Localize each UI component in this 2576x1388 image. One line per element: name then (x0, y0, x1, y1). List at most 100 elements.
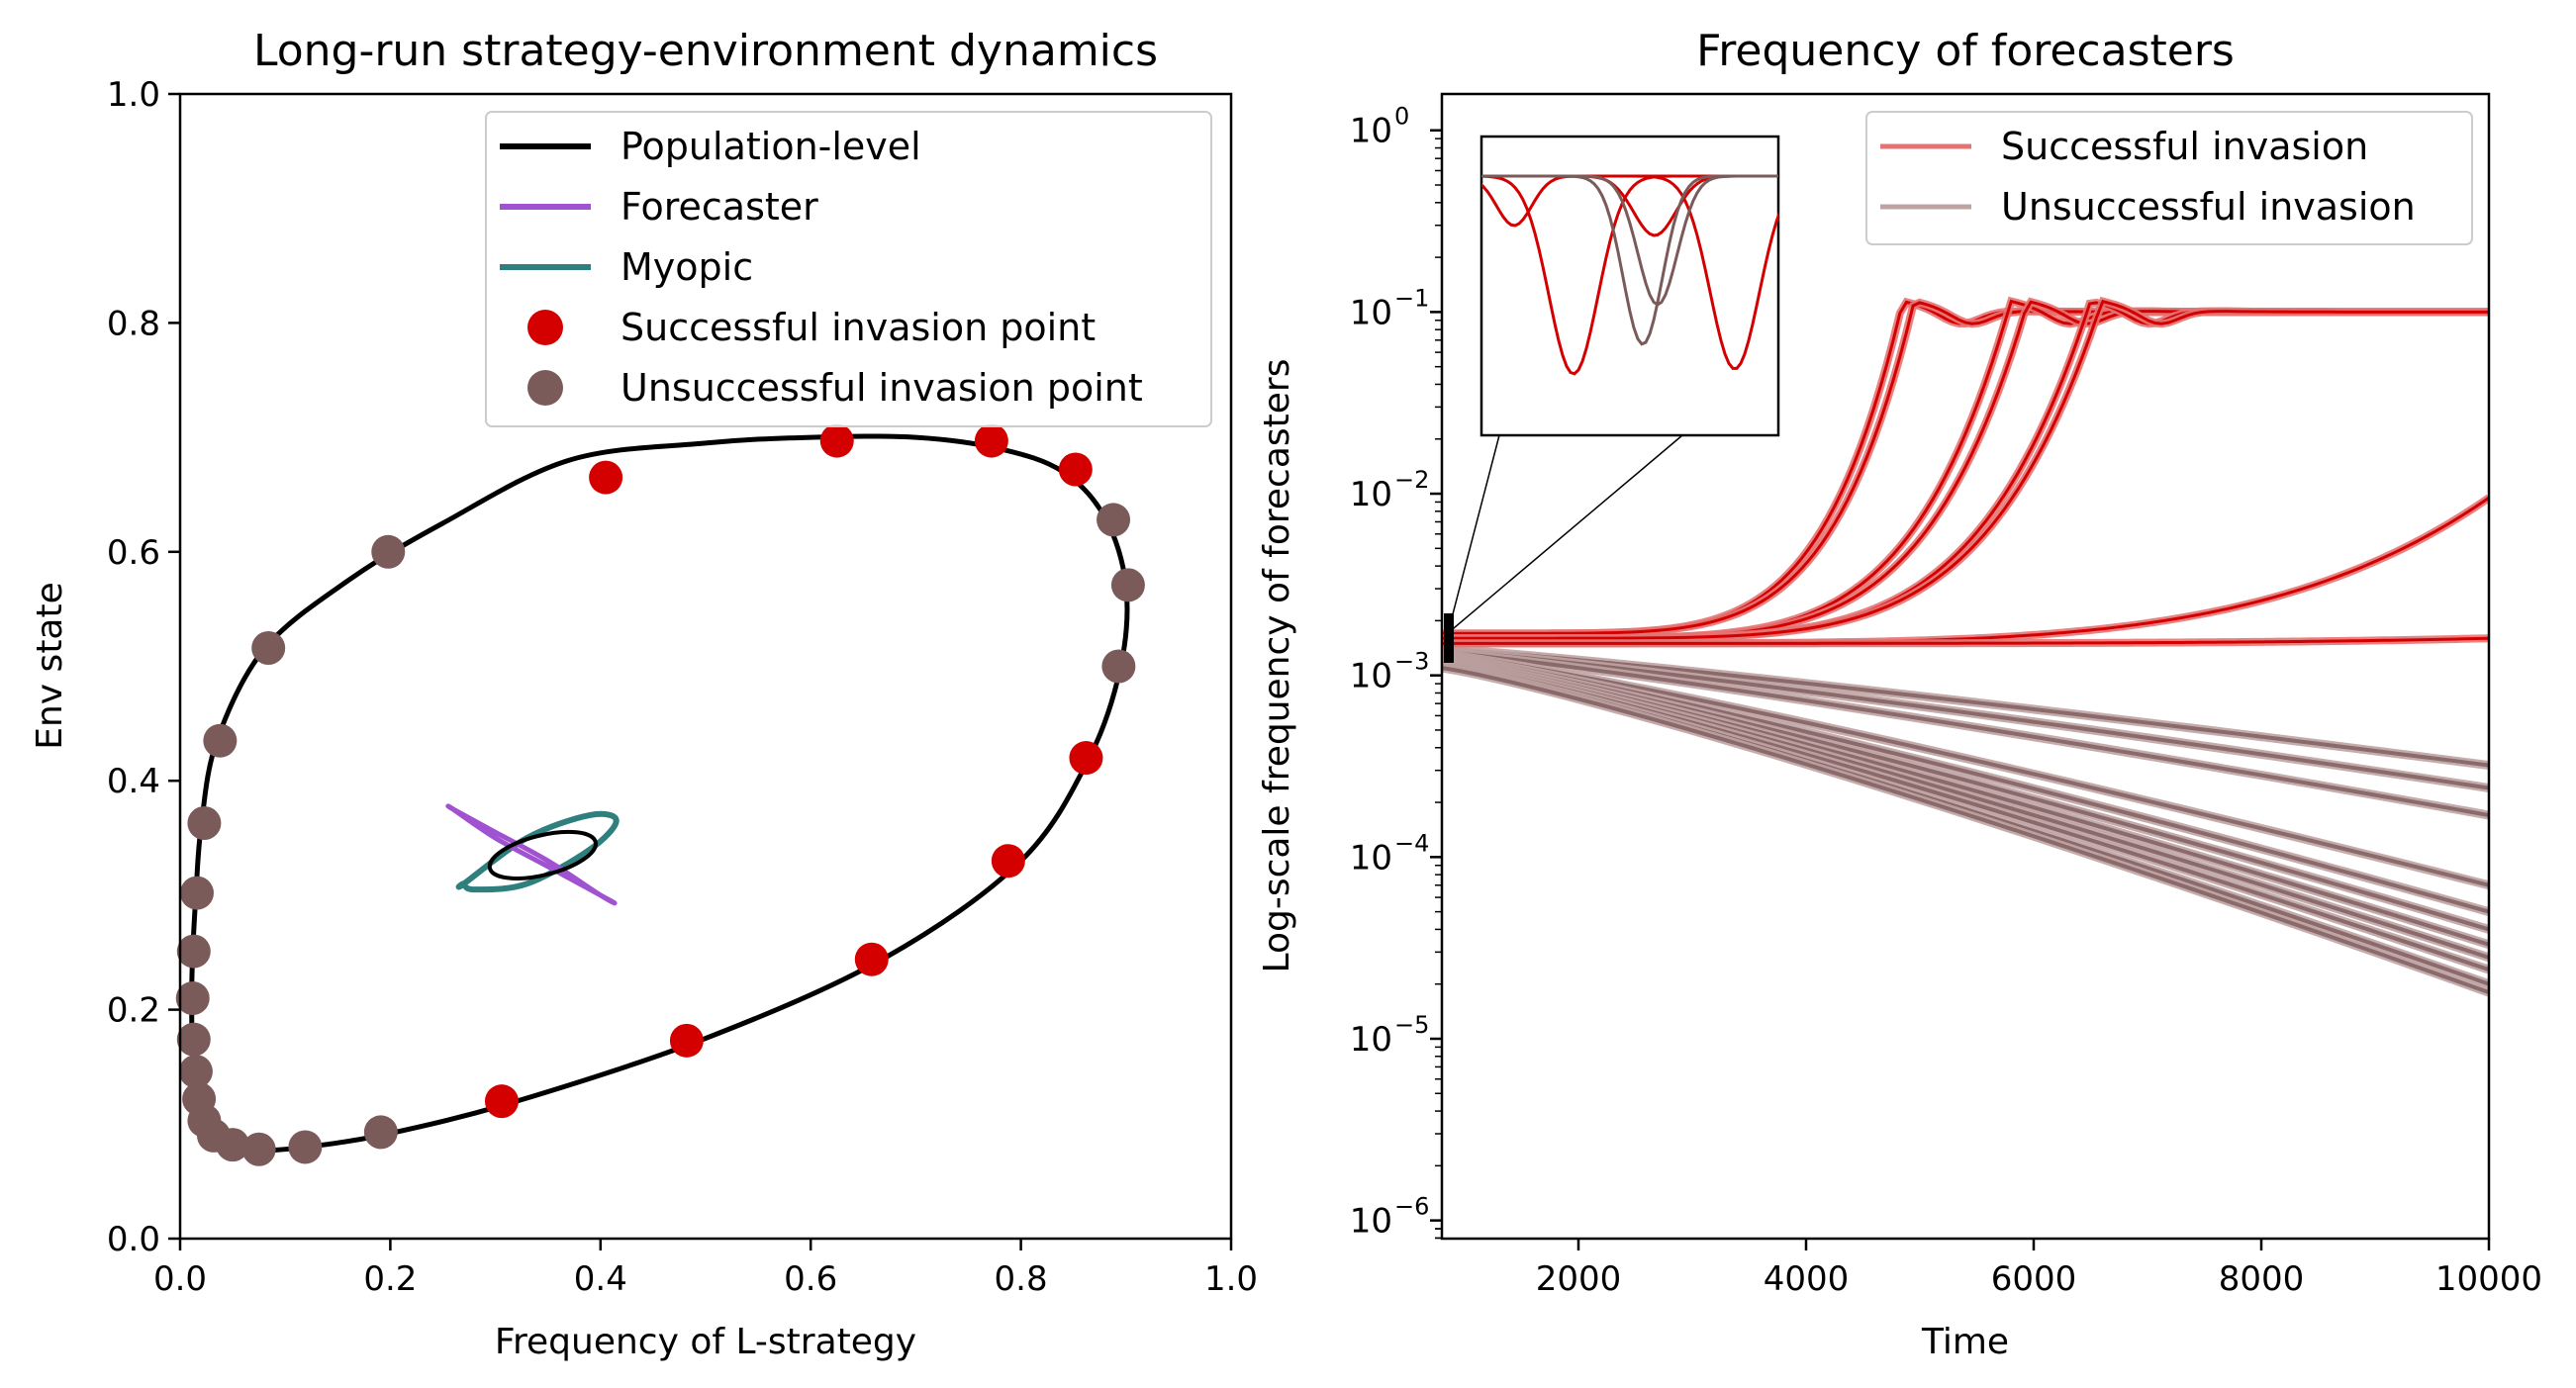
right-chart: Frequency of forecasters 2000 4000 6000 800… (1257, 26, 2542, 1362)
left-chart-title: Long-run strategy-environment dynamics (253, 26, 1158, 76)
right-y-tick-label: 10 (1350, 475, 1392, 514)
right-y-tick-label: 10 (1350, 293, 1392, 332)
successful-invasion-point (1058, 452, 1093, 487)
right-legend: Successful invasion Unsuccessful invasion (1865, 111, 2473, 245)
right-y-axis-label: Log-scale frequency of forecasters (1257, 359, 1297, 973)
left-chart: Long-run strategy-environment dynamics 0… (30, 26, 1258, 1362)
successful-invasion-curve-core (1442, 496, 2489, 645)
left-y-axis-label: Env state (30, 582, 70, 750)
unsuccessful-invasion-point (371, 534, 406, 569)
left-y-tick-label: 0.2 (107, 991, 160, 1031)
successful-invasion-point (1069, 741, 1103, 776)
inset-connector (1447, 434, 1683, 634)
left-legend-entry: Unsuccessful invasion point (620, 366, 1143, 410)
left-ticks: 0.00.0 0.2 0.2 0.4 0.4 0.6 0.6 0.8 0.8 1.0 1.0 (107, 75, 1258, 1299)
unsuccessful-invasion-curve-core (1442, 648, 2489, 790)
unsuccessful-invasion-curve-core (1442, 666, 2489, 994)
successful-invasion-point (819, 423, 854, 458)
unsuccessful-invasion-point (241, 1132, 276, 1166)
successful-invasion-point (991, 844, 1025, 879)
unsuccessful-invasion-point (216, 1128, 250, 1162)
unsuccessful-invasion-point (179, 876, 214, 910)
unsuccessful-invasion-point (288, 1130, 323, 1164)
left-axes-frame (178, 92, 1233, 1241)
right-y-tick-label: 10 (1350, 1020, 1392, 1060)
left-legend: Population-level Forecaster Myopic Successf… (485, 111, 1212, 427)
left-x-axis-label: Frequency of L-strategy (495, 1322, 916, 1362)
right-plot-area (1442, 296, 2489, 997)
right-y-tick-label: 10 (1350, 1202, 1392, 1242)
right-y-tick-label: 10 (1350, 838, 1392, 878)
successful-invasion-point (974, 423, 1008, 458)
left-x-tick-label: 1.0 (1204, 1259, 1258, 1299)
unsuccessful-invasion-point (203, 723, 238, 758)
right-x-tick-label: 2000 (1536, 1259, 1622, 1299)
unsuccessful-invasion-point (1110, 568, 1145, 602)
unsuccessful-invasion-point (363, 1115, 398, 1150)
right-legend-entry: Unsuccessful invasion (2001, 185, 2416, 229)
myopic-cycle (455, 810, 620, 893)
unsuccessful-invasion-curve-core (1442, 650, 2489, 817)
unsuccessful-invasion-point (1097, 503, 1131, 537)
right-y-tick-label: 10 (1350, 112, 1392, 151)
left-legend-box (485, 111, 1212, 427)
right-x-tick-label: 6000 (1991, 1259, 2077, 1299)
left-legend-entry: Successful invasion point (620, 306, 1096, 349)
right-legend-box (1865, 111, 2473, 245)
right-x-tick-label: 4000 (1764, 1259, 1850, 1299)
inset-source-marker (1444, 613, 1454, 663)
successful-invasion-point (589, 460, 623, 495)
successful-invasion-point (669, 1023, 704, 1058)
inset-unsuccessful-curve (1481, 174, 1778, 307)
left-y-tick-label: 1.0 (107, 75, 160, 115)
left-x-tick-label: 0.2 (363, 1259, 417, 1299)
right-y-tick-exponent: −2 (1394, 466, 1429, 494)
unsuccessful-invasion-point (1101, 649, 1136, 684)
unsuccessful-invasion-point (178, 1055, 213, 1089)
unsuccessful-invasion-curve-core (1442, 652, 2489, 887)
population-level-cycle (189, 433, 1130, 1154)
left-legend-dot-swatch (527, 370, 563, 406)
left-y-tick-label: 0.8 (107, 304, 160, 343)
left-x-tick-label: 0.4 (574, 1259, 627, 1299)
left-x-tick-label: 0.6 (784, 1259, 837, 1299)
unsuccessful-invasion-point (175, 981, 210, 1016)
successful-invasion-curve-core (1442, 636, 2489, 645)
right-chart-title: Frequency of forecasters (1696, 26, 2235, 76)
unsuccessful-invasion-point (251, 630, 286, 665)
right-y-tick-exponent: −3 (1394, 648, 1429, 676)
successful-invasion-curve-core (1442, 299, 2489, 640)
successful-invasion-point (484, 1084, 519, 1119)
unsuccessful-invasion-point (176, 1022, 211, 1057)
inset-zoom (1447, 135, 1780, 634)
inset-connector (1447, 434, 1500, 634)
right-y-tick-label: 10 (1350, 657, 1392, 696)
left-x-tick-label: 0.8 (995, 1259, 1048, 1299)
right-axes-frame (1440, 92, 2491, 1241)
unsuccessful-invasion-point (187, 806, 222, 841)
right-y-tick-exponent: −6 (1394, 1193, 1429, 1221)
unsuccessful-invasion-point (176, 934, 211, 969)
right-x-tick-label: 8000 (2219, 1259, 2305, 1299)
population-inner-cycle (487, 829, 598, 880)
left-x-tick-label: 0.0 (153, 1259, 207, 1299)
right-y-tick-exponent: −5 (1394, 1011, 1429, 1039)
left-y-tick-label: 0.6 (107, 533, 160, 573)
left-plot-area (175, 423, 1145, 1166)
right-y-tick-exponent: 0 (1394, 103, 1409, 131)
left-legend-dot-swatch (527, 310, 563, 345)
left-y-tick-label: 0.4 (107, 762, 160, 801)
right-x-tick-label: 10000 (2435, 1259, 2542, 1299)
left-legend-entry: Population-level (620, 125, 921, 168)
inset-frame (1479, 135, 1780, 437)
right-x-axis-label: Time (1921, 1322, 2009, 1362)
successful-invasion-curve (1442, 494, 2489, 648)
right-series-group (1442, 296, 2489, 997)
inset-series-group (1481, 174, 1778, 376)
right-y-tick-exponent: −1 (1394, 284, 1429, 312)
left-legend-entry: Forecaster (620, 185, 818, 229)
left-legend-entry: Myopic (620, 245, 753, 289)
successful-invasion-point (854, 942, 889, 976)
